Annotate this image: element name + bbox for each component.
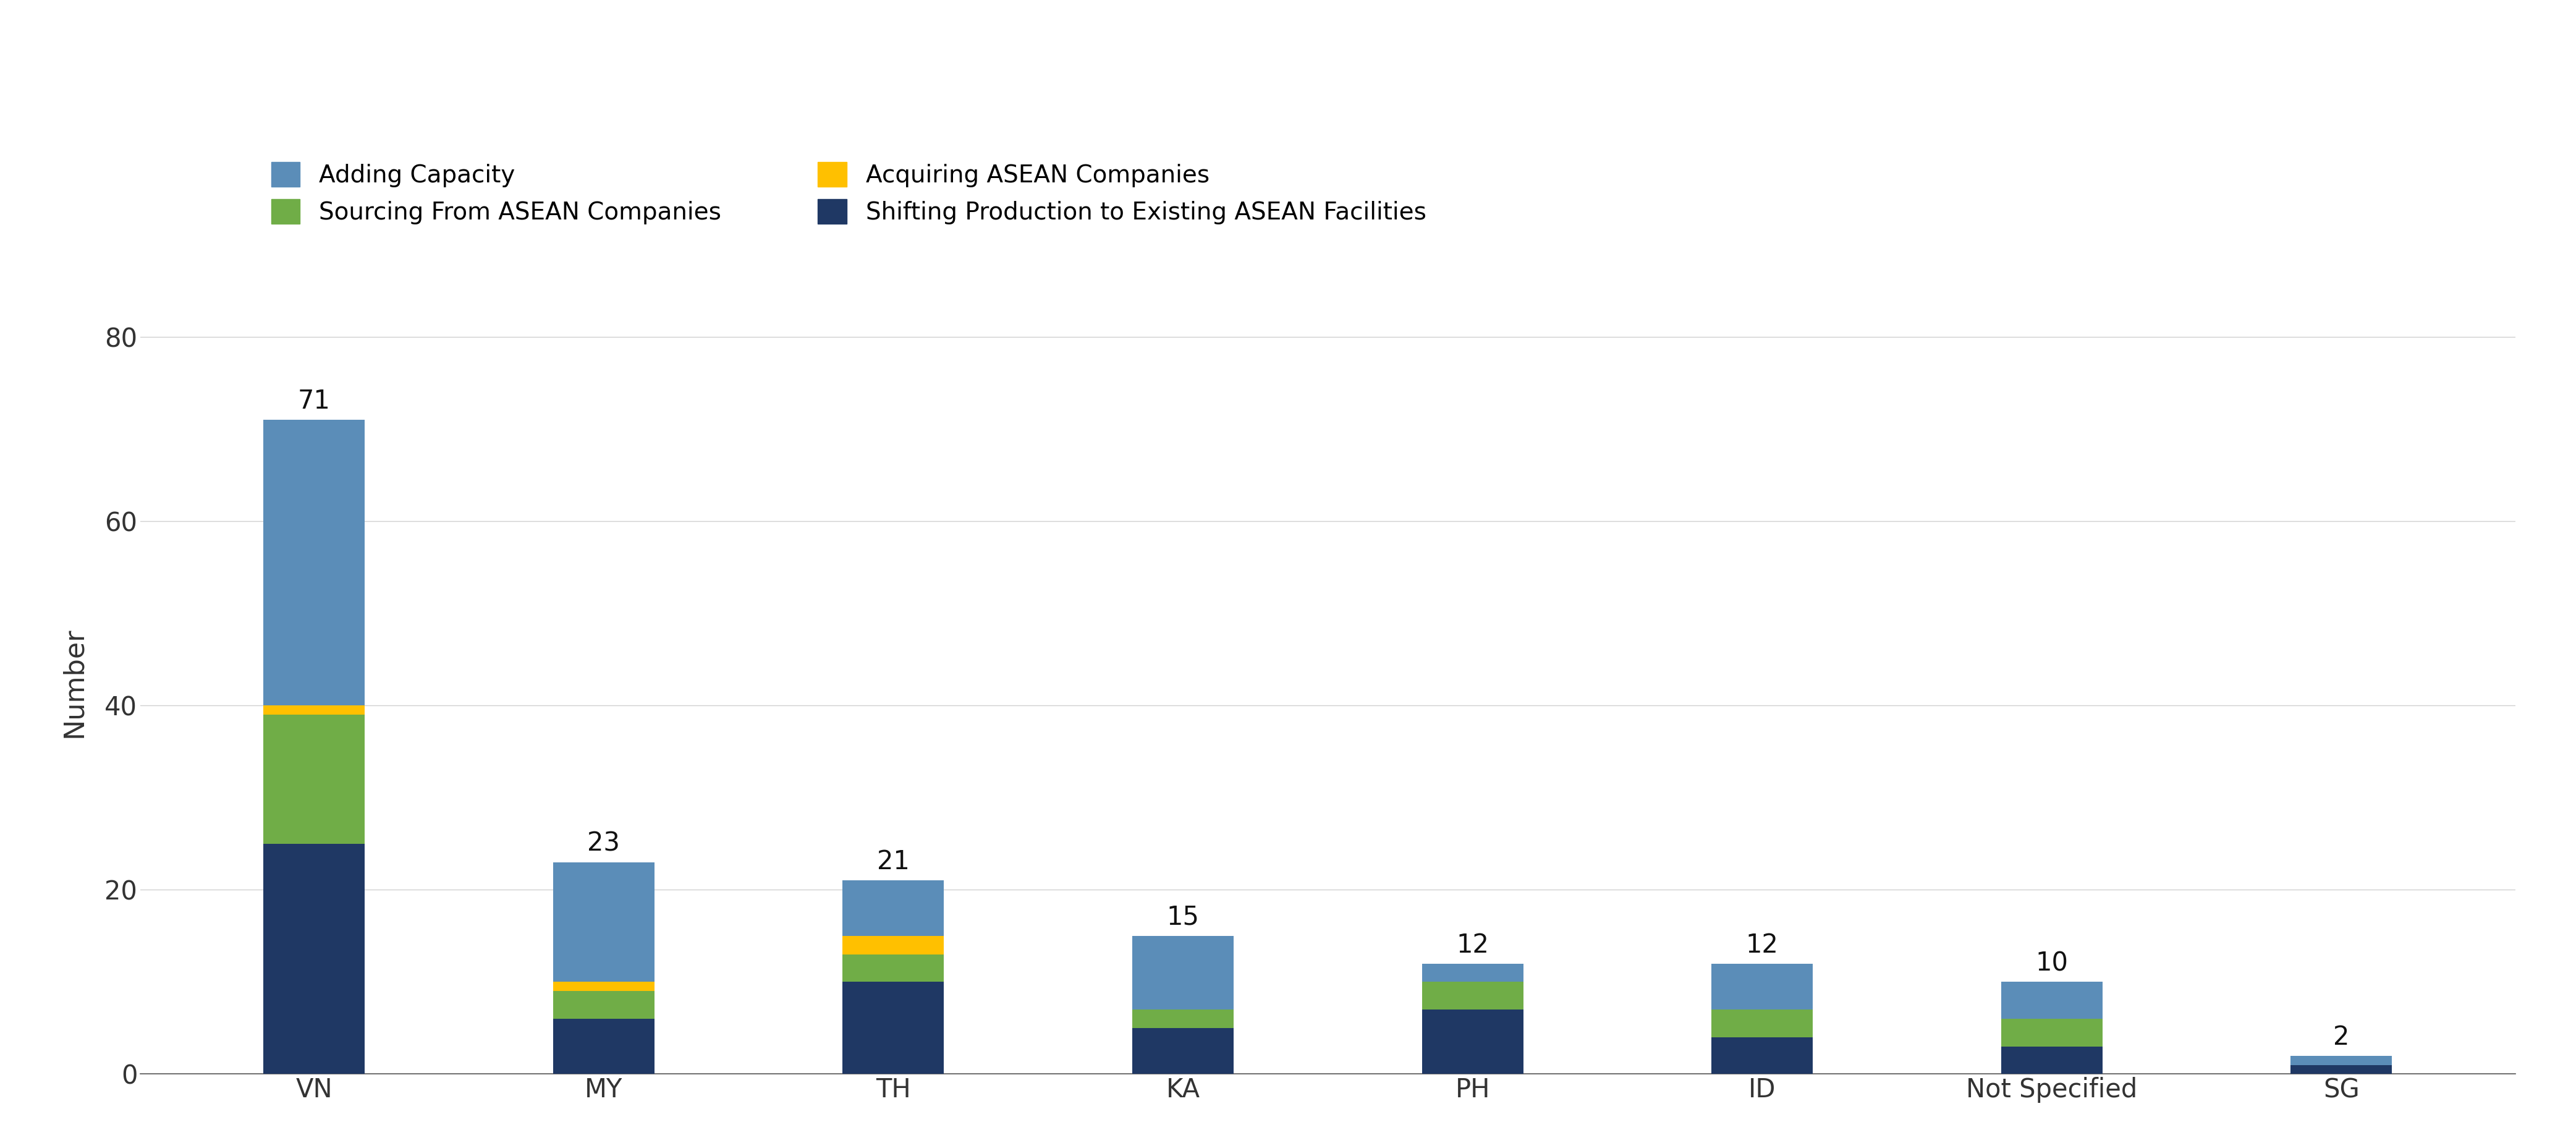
Text: 23: 23 <box>587 831 621 857</box>
Bar <box>554 982 654 991</box>
Bar <box>554 1019 654 1074</box>
Bar <box>263 715 366 843</box>
Bar <box>2002 1046 2102 1074</box>
Bar <box>263 420 366 706</box>
Bar <box>1710 964 1814 1009</box>
Bar <box>2002 1019 2102 1046</box>
Bar <box>1710 1009 1814 1037</box>
Bar <box>2290 1065 2393 1074</box>
Bar <box>1422 1009 1522 1074</box>
Bar <box>554 991 654 1019</box>
Bar <box>842 982 943 1074</box>
Text: 10: 10 <box>2035 950 2069 976</box>
Text: 15: 15 <box>1167 905 1200 931</box>
Bar <box>1133 1009 1234 1028</box>
Text: 21: 21 <box>876 849 909 875</box>
Bar <box>554 863 654 982</box>
Bar <box>842 936 943 955</box>
Bar <box>1422 982 1522 1009</box>
Bar <box>2290 1056 2393 1065</box>
Bar <box>1133 1028 1234 1074</box>
Bar <box>1133 936 1234 1009</box>
Legend: Adding Capacity, Sourcing From ASEAN Companies, Acquiring ASEAN Companies, Shift: Adding Capacity, Sourcing From ASEAN Com… <box>270 162 1427 225</box>
Text: 12: 12 <box>1747 932 1777 958</box>
Bar <box>1710 1037 1814 1074</box>
Bar <box>842 881 943 936</box>
Text: 2: 2 <box>2334 1024 2349 1050</box>
Bar <box>263 843 366 1074</box>
Bar <box>1422 964 1522 982</box>
Text: 12: 12 <box>1455 932 1489 958</box>
Bar <box>842 955 943 982</box>
Y-axis label: Number: Number <box>62 628 88 738</box>
Bar <box>2002 982 2102 1019</box>
Text: 71: 71 <box>299 388 330 414</box>
Bar <box>263 706 366 715</box>
